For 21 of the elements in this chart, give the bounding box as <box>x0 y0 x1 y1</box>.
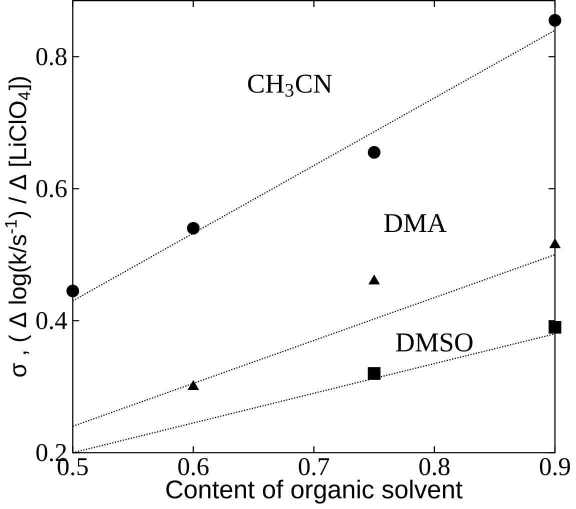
x-tick-label: 0.7 <box>298 458 330 476</box>
y-tick-label: 0.4 <box>36 312 68 330</box>
x-tick-label: 0.6 <box>178 458 209 476</box>
point <box>368 367 380 380</box>
y-axis-title: σ , ( Δ log(k/s$^{-1}$) / Δ [LiClO$_{4}$]) <box>5 77 32 377</box>
point <box>549 238 560 248</box>
point <box>548 321 562 334</box>
point <box>368 274 380 285</box>
point <box>66 284 80 298</box>
text: DMA <box>384 214 447 232</box>
y-tick-label: 0.6 <box>36 180 67 198</box>
point <box>186 222 200 235</box>
point <box>368 146 380 159</box>
series-label: DMSO <box>396 334 472 352</box>
series-label: CH$_{3}$CN <box>248 74 332 97</box>
x-tick-label: 0.9 <box>540 458 570 476</box>
x-tick-label: 0.8 <box>419 458 450 476</box>
point <box>188 380 199 390</box>
y-tick-label: 0.8 <box>36 48 66 66</box>
point <box>548 14 562 27</box>
x-axis-title: Content of organic solvent <box>166 480 462 504</box>
